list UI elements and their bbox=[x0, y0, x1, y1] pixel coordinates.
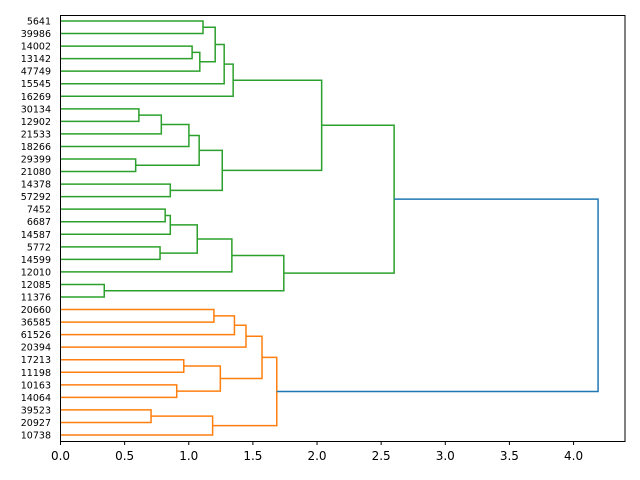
x-axis-ticks: 0.0 0.5 1.0 1.5 2.0 2.5 3.0 3.5 4.0 bbox=[51, 441, 583, 463]
leaf-label: 20927 bbox=[21, 418, 51, 429]
leaf-label: 12085 bbox=[21, 280, 51, 291]
leaf-label: 14378 bbox=[21, 180, 51, 191]
leaf-label: 12010 bbox=[21, 267, 51, 278]
dendrogram-link-4 bbox=[60, 43, 225, 85]
leaf-label: 5641 bbox=[27, 17, 51, 28]
dendrogram-link-11 bbox=[60, 183, 172, 198]
dendrogram-link-15 bbox=[60, 214, 172, 236]
dendrogram-link-13 bbox=[222, 79, 323, 172]
dendrogram-link-1 bbox=[60, 45, 193, 60]
x-tick-label: 3.0 bbox=[436, 449, 455, 463]
leaf-label: 20394 bbox=[21, 343, 51, 354]
leaf-label: 11376 bbox=[21, 293, 51, 304]
leaf-label: 10163 bbox=[21, 380, 51, 391]
x-tick-label: 0.0 bbox=[51, 449, 70, 463]
x-tick-label: 1.0 bbox=[179, 449, 198, 463]
leaf-label: 15545 bbox=[21, 79, 51, 90]
x-tick-label: 4.0 bbox=[564, 449, 583, 463]
leaf-label: 29399 bbox=[21, 155, 51, 166]
leaf-label: 61526 bbox=[21, 330, 51, 341]
leaf-label: 11198 bbox=[21, 368, 51, 379]
leaf-label: 36585 bbox=[21, 318, 51, 329]
leaf-label: 21533 bbox=[21, 129, 51, 140]
dendrogram-link-12 bbox=[170, 149, 224, 192]
dendrogram-link-9 bbox=[60, 158, 137, 173]
dendrogram-link-23 bbox=[60, 315, 236, 336]
leaf-label: 13142 bbox=[21, 54, 51, 65]
leaf-label: 12902 bbox=[21, 117, 51, 128]
leaf-label: 17213 bbox=[21, 355, 51, 366]
leaf-label: 39986 bbox=[21, 29, 51, 40]
dendrogram-link-30 bbox=[60, 415, 214, 436]
leaf-label: 21080 bbox=[21, 167, 51, 178]
leaf-label: 14002 bbox=[21, 42, 51, 53]
leaf-label: 6687 bbox=[27, 217, 51, 228]
dendrogram-link-7 bbox=[60, 114, 163, 135]
leaf-label: 30134 bbox=[21, 104, 51, 115]
leaf-label: 47749 bbox=[21, 67, 51, 78]
x-tick-label: 0.5 bbox=[115, 449, 134, 463]
dendrogram-link-31 bbox=[212, 356, 278, 427]
leaf-label: 20660 bbox=[21, 305, 51, 316]
leaf-label: 39523 bbox=[21, 405, 51, 416]
leaf-label: 57292 bbox=[21, 192, 51, 203]
leaf-label: 5772 bbox=[27, 242, 51, 253]
dendrogram-link-27 bbox=[176, 365, 222, 392]
dendrogram-links bbox=[60, 20, 599, 436]
x-tick-label: 2.0 bbox=[307, 449, 326, 463]
leaf-label: 14599 bbox=[21, 255, 51, 266]
x-tick-label: 2.5 bbox=[372, 449, 391, 463]
dendrogram-link-25 bbox=[60, 358, 185, 374]
x-tick-label: 1.5 bbox=[243, 449, 262, 463]
leaf-label: 10738 bbox=[21, 431, 51, 442]
leaf-label: 18266 bbox=[21, 142, 51, 153]
dendrogram-link-2 bbox=[60, 51, 201, 72]
x-tick-label: 3.5 bbox=[500, 449, 519, 463]
plot-background bbox=[60, 15, 625, 441]
leaf-label: 14064 bbox=[21, 393, 51, 404]
plot-frame bbox=[60, 15, 626, 442]
leaf-label: 7452 bbox=[27, 205, 51, 216]
leaf-label: 14587 bbox=[21, 230, 51, 241]
leaf-label: 16269 bbox=[21, 92, 51, 103]
dendrogram-link-32 bbox=[276, 198, 599, 393]
dendrogram-link-16 bbox=[60, 246, 161, 261]
